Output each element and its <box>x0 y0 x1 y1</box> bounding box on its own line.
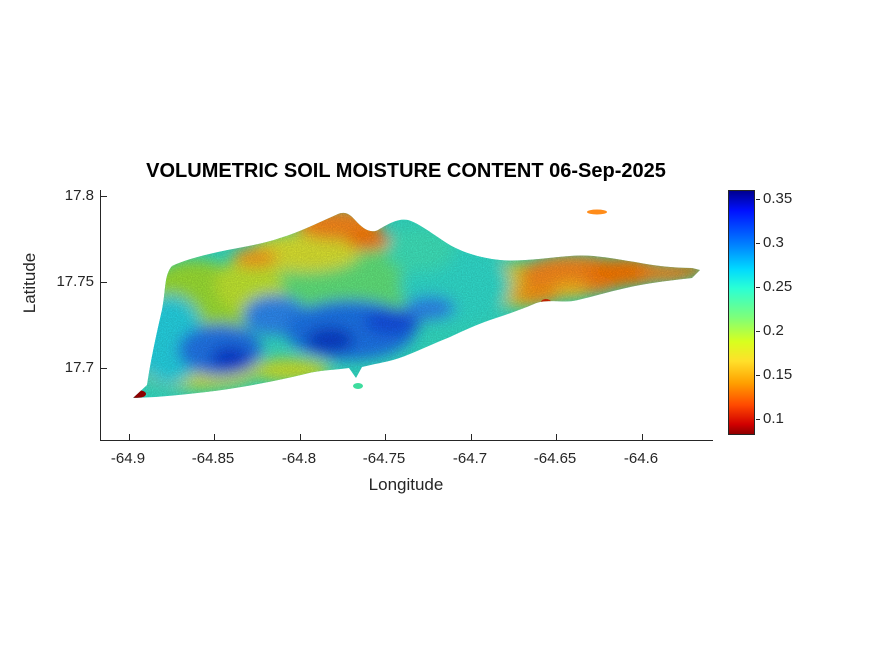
colorbar-tick-label: 0.2 <box>763 322 784 339</box>
x-tick-label: -64.85 <box>191 450 235 467</box>
colorbar-tick-mark <box>756 375 760 376</box>
y-tick-mark <box>101 368 107 369</box>
y-tick-label: 17.7 <box>64 359 94 376</box>
x-tick-mark <box>129 434 130 440</box>
y-axis-label: Latitude <box>20 252 39 314</box>
offshore-cay <box>587 209 607 215</box>
soil-moisture-heatmap <box>133 209 700 398</box>
x-tick-mark <box>556 434 557 440</box>
colorbar-tick-mark <box>756 243 760 244</box>
x-tick-label: -64.65 <box>533 450 577 467</box>
y-tick-mark <box>101 282 107 283</box>
x-tick-label: -64.6 <box>623 450 659 467</box>
y-tick-label: 17.75 <box>56 273 94 290</box>
colorbar-tick-mark <box>756 287 760 288</box>
plot-axes <box>100 190 713 441</box>
colorbar <box>728 190 755 435</box>
x-tick-label: -64.7 <box>452 450 488 467</box>
x-axis-label: Longitude <box>368 475 444 494</box>
x-tick-mark <box>385 434 386 440</box>
x-tick-mark <box>471 434 472 440</box>
colorbar-tick-label: 0.35 <box>763 190 793 207</box>
colorbar-tick-mark <box>756 419 760 420</box>
colorbar-tick-label: 0.3 <box>763 234 784 251</box>
x-tick-label: -64.9 <box>110 450 146 467</box>
x-tick-mark <box>300 434 301 440</box>
colorbar-tick-label: 0.15 <box>763 366 793 383</box>
x-tick-label: -64.8 <box>281 450 317 467</box>
x-tick-label: -64.75 <box>362 450 406 467</box>
x-tick-mark <box>642 434 643 440</box>
x-tick-mark <box>214 434 215 440</box>
colorbar-tick-mark <box>756 331 760 332</box>
colorbar-tick-label: 0.1 <box>763 410 784 427</box>
colorbar-tick-label: 0.25 <box>763 278 793 295</box>
colorbar-tick-mark <box>756 199 760 200</box>
chart-title: VOLUMETRIC SOIL MOISTURE CONTENT 06-Sep-… <box>146 160 666 182</box>
offshore-islet <box>353 383 363 389</box>
y-tick-mark <box>101 196 107 197</box>
y-tick-label: 17.8 <box>64 187 94 204</box>
